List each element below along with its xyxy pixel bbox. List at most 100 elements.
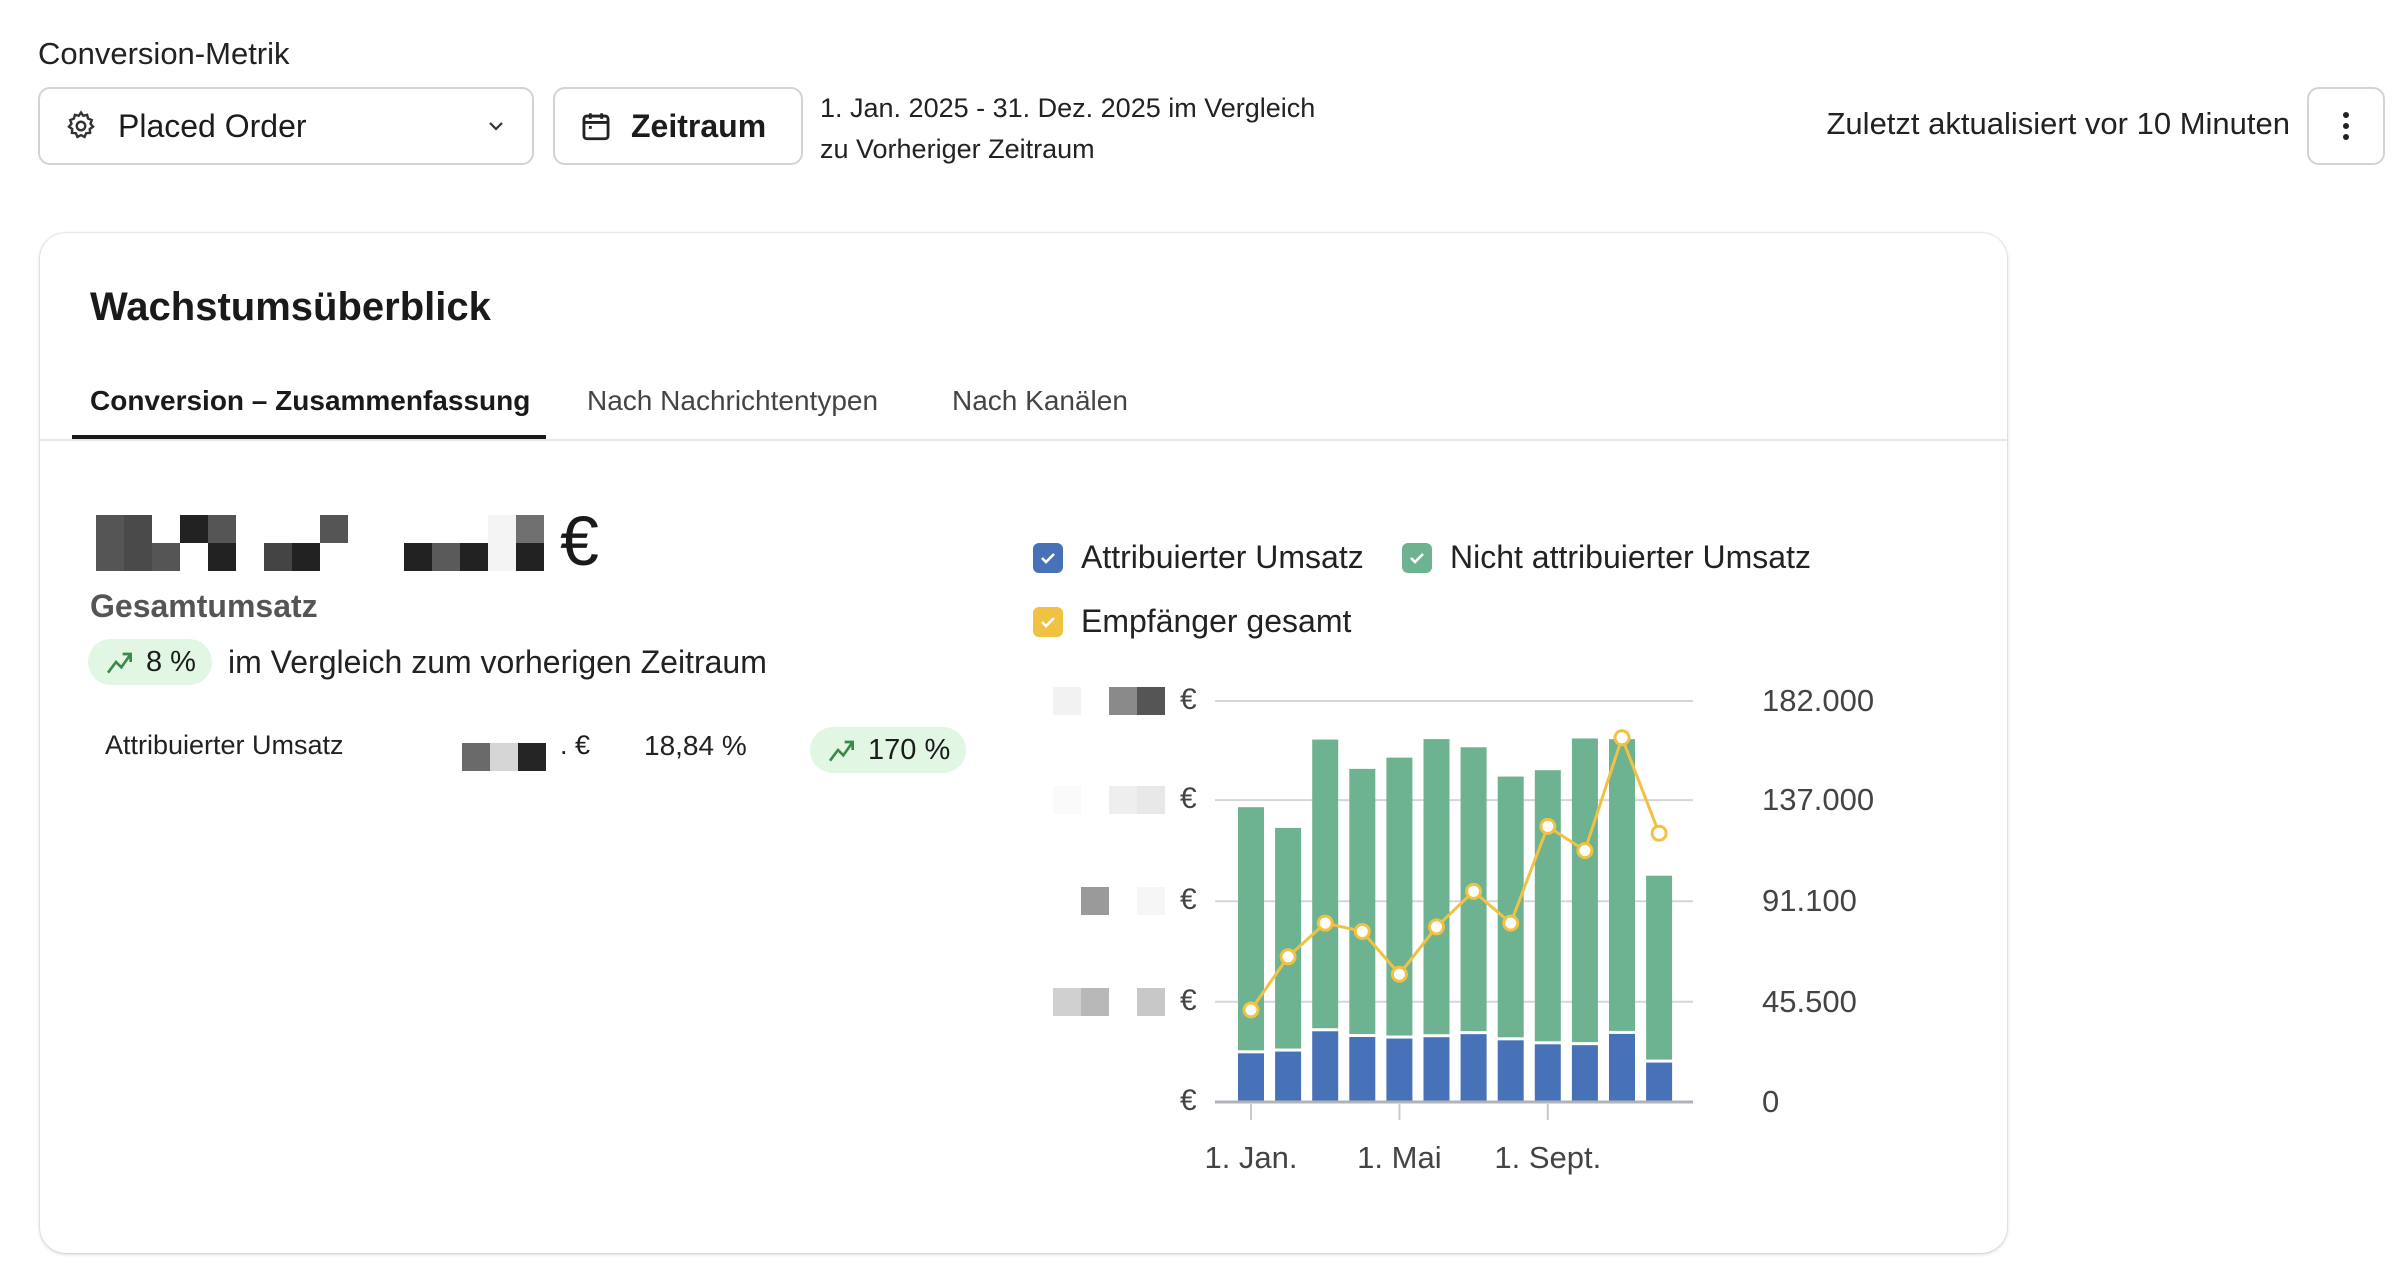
recipients-point	[1353, 922, 1371, 940]
bar-attributed	[1312, 1031, 1339, 1102]
recipients-point	[1502, 914, 1520, 932]
x-axis-tick-label: 1. Mai	[1357, 1140, 1442, 1175]
trend-up-icon	[106, 652, 132, 674]
bar-unattributed	[1349, 768, 1376, 1035]
recipients-point	[1613, 729, 1631, 747]
bar-attributed	[1275, 1051, 1302, 1102]
legend-attributed[interactable]: Attribuierter Umsatz	[1033, 539, 1364, 576]
redacted-attributed-value	[462, 743, 546, 771]
attributed-change-badge: 170 %	[810, 727, 967, 773]
total-change-badge: 8 %	[88, 639, 212, 685]
trend-up-icon	[828, 740, 854, 762]
bar-unattributed	[1609, 739, 1635, 1031]
bar-attributed	[1349, 1037, 1376, 1102]
total-change-value: 8 %	[146, 645, 196, 678]
tab-conversion-summary[interactable]: Conversion – Zusammenfassung	[90, 385, 531, 416]
bar-unattributed	[1312, 739, 1339, 1029]
recipients-point	[1465, 882, 1483, 900]
bar-unattributed	[1275, 827, 1302, 1049]
bar-attributed	[1534, 1044, 1561, 1102]
bar-unattributed	[1423, 739, 1450, 1035]
checkbox-checked-icon[interactable]	[1033, 606, 1063, 637]
right-axis-tick: 91.100	[1762, 883, 1857, 919]
metric-dropdown[interactable]: Placed Order	[38, 87, 534, 165]
chart-canvas	[1215, 700, 1693, 1120]
bar-attributed	[1386, 1038, 1413, 1102]
bar-unattributed	[1646, 875, 1673, 1060]
bar-unattributed	[1497, 776, 1524, 1038]
checkbox-checked-icon[interactable]	[1402, 542, 1432, 573]
bar-attributed	[1460, 1034, 1487, 1102]
redacted-axis-value	[1137, 887, 1165, 916]
redacted-axis-value	[1081, 987, 1109, 1016]
bar-unattributed	[1386, 757, 1413, 1036]
tab-by-message-type[interactable]: Nach Nachrichtentypen	[587, 385, 879, 416]
legend-recipients[interactable]: Empfänger gesamt	[1033, 603, 1351, 640]
bar-attributed	[1423, 1037, 1450, 1102]
checkbox-checked-icon[interactable]	[1033, 542, 1063, 573]
recipients-point	[1539, 817, 1557, 835]
date-range-line2: zu Vorheriger Zeitraum	[820, 134, 1095, 164]
left-axis-tick: €	[1180, 1084, 1197, 1117]
left-axis-tick: €	[1180, 883, 1197, 917]
redacted-axis-value	[1137, 987, 1165, 1016]
redacted-axis-value	[1053, 987, 1081, 1016]
total-currency: €	[560, 502, 599, 580]
redacted-total-value	[96, 515, 576, 571]
date-range-button-label: Zeitraum	[631, 107, 767, 144]
tab-by-channel[interactable]: Nach Kanälen	[952, 385, 1128, 416]
bar-unattributed	[1571, 738, 1598, 1043]
bar-attributed	[1497, 1040, 1524, 1102]
more-options-button[interactable]	[2307, 87, 2385, 165]
attributed-change-value: 170 %	[868, 733, 951, 766]
legend-label: Nicht attribuierter Umsatz	[1450, 539, 1811, 575]
recipients-point	[1576, 842, 1594, 860]
legend-label: Attribuierter Umsatz	[1081, 539, 1364, 575]
attributed-revenue-currency: . €	[560, 730, 591, 760]
redacted-axis-value	[1053, 786, 1081, 815]
recipients-point	[1316, 914, 1334, 932]
left-axis-tick: €	[1180, 983, 1197, 1017]
attributed-revenue-label: Attribuierter Umsatz	[105, 730, 344, 760]
last-updated-text: Zuletzt aktualisiert vor 10 Minuten	[1826, 106, 2291, 141]
legend-unattributed[interactable]: Nicht attribuierter Umsatz	[1402, 539, 1811, 576]
redacted-axis-value	[1137, 687, 1165, 715]
calendar-icon	[582, 113, 610, 141]
redacted-axis-value	[1137, 786, 1165, 815]
recipients-point	[1428, 918, 1445, 936]
bar-attributed	[1646, 1062, 1673, 1102]
comparison-text: im Vergleich zum vorherigen Zeitraum	[228, 644, 767, 680]
right-axis-tick: 0	[1762, 1084, 1780, 1119]
redacted-axis-value	[1053, 687, 1081, 715]
bar-attributed	[1609, 1033, 1635, 1102]
metric-value: Placed Order	[118, 107, 307, 144]
metric-label: Conversion-Metrik	[38, 36, 290, 71]
active-tab-indicator	[72, 435, 546, 439]
chevron-down-icon	[489, 122, 503, 131]
left-axis-tick: €	[1180, 782, 1197, 816]
card-title: Wachstumsüberblick	[90, 285, 491, 329]
total-revenue-label: Gesamtumsatz	[90, 588, 318, 624]
bar-unattributed	[1534, 770, 1561, 1042]
recipients-point	[1279, 948, 1297, 966]
bar-attributed	[1238, 1053, 1264, 1102]
growth-overview-card: Wachstumsüberblick Conversion – Zusammen…	[40, 233, 2007, 1253]
redacted-axis-value	[1109, 687, 1137, 715]
x-axis-tick-label: 1. Jan.	[1204, 1140, 1298, 1175]
recipients-point	[1650, 824, 1668, 842]
x-axis-tick-label: 1. Sept.	[1494, 1140, 1602, 1175]
redacted-axis-value	[1081, 887, 1109, 916]
revenue-chart: 0 45.500 91.100 137.000 182.000 € € € € €1. Jan. 1…	[40, 233, 2007, 1253]
right-axis-tick: 182.000	[1762, 683, 1875, 718]
redacted-axis-value	[1109, 786, 1137, 815]
kebab-menu-icon	[2343, 112, 2349, 140]
attributed-revenue-share: 18,84 %	[644, 730, 747, 761]
gear-icon	[67, 110, 95, 139]
recipients-point	[1242, 1001, 1260, 1019]
recipients-point	[1390, 965, 1408, 983]
date-range-button[interactable]: Zeitraum	[553, 87, 803, 165]
date-range-line1: 1. Jan. 2025 - 31. Dez. 2025 im Vergleic…	[820, 93, 1316, 123]
bar-attributed	[1571, 1045, 1598, 1102]
tab-bar: Conversion – Zusammenfassung Nach Nachri…	[40, 373, 2007, 441]
right-axis-tick: 137.000	[1762, 782, 1875, 818]
